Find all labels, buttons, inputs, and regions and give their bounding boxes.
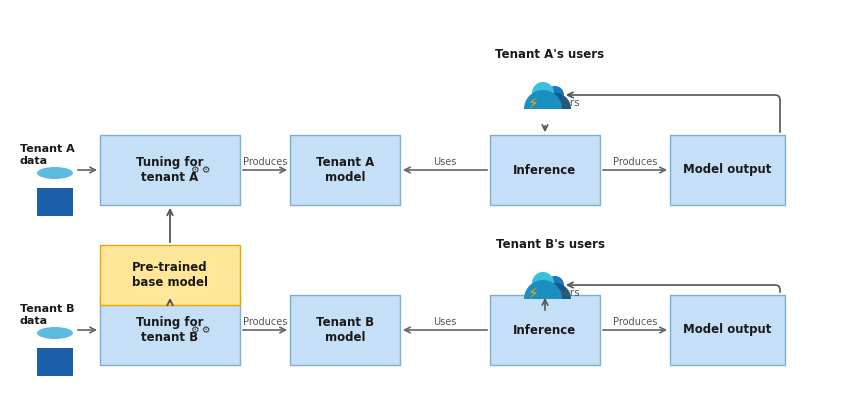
Text: Tuning for
tenant A: Tuning for tenant A bbox=[137, 156, 204, 184]
Text: ⚡: ⚡ bbox=[527, 285, 539, 301]
Text: Triggers: Triggers bbox=[539, 98, 580, 108]
Circle shape bbox=[532, 82, 554, 104]
Text: Tuning for
tenant B: Tuning for tenant B bbox=[137, 316, 204, 344]
Text: Produces: Produces bbox=[612, 317, 657, 327]
Text: ⚡: ⚡ bbox=[527, 95, 539, 110]
FancyBboxPatch shape bbox=[100, 135, 240, 205]
Ellipse shape bbox=[37, 167, 73, 179]
Ellipse shape bbox=[37, 189, 73, 201]
Text: ⚙ ⚙: ⚙ ⚙ bbox=[191, 165, 210, 175]
FancyBboxPatch shape bbox=[670, 135, 785, 205]
Bar bbox=[37, 348, 73, 376]
FancyBboxPatch shape bbox=[490, 295, 600, 365]
Text: Produces: Produces bbox=[612, 157, 657, 167]
Text: Produces: Produces bbox=[243, 157, 287, 167]
Circle shape bbox=[532, 272, 554, 294]
Text: Triggers: Triggers bbox=[539, 288, 580, 298]
Ellipse shape bbox=[37, 349, 73, 361]
Circle shape bbox=[546, 276, 564, 294]
Text: Tenant B
data: Tenant B data bbox=[20, 304, 75, 326]
FancyBboxPatch shape bbox=[290, 135, 400, 205]
Text: Model output: Model output bbox=[683, 324, 771, 337]
Text: Inference: Inference bbox=[514, 324, 576, 337]
Text: Model output: Model output bbox=[683, 164, 771, 177]
Text: Produces: Produces bbox=[243, 317, 287, 327]
Text: Inference: Inference bbox=[514, 164, 576, 177]
Text: Pre-trained
base model: Pre-trained base model bbox=[132, 261, 208, 289]
Wedge shape bbox=[539, 93, 571, 109]
Text: Tenant B
model: Tenant B model bbox=[316, 316, 374, 344]
Wedge shape bbox=[539, 283, 571, 299]
Text: Tenant B's users: Tenant B's users bbox=[496, 238, 605, 252]
Circle shape bbox=[546, 86, 564, 104]
Wedge shape bbox=[524, 90, 562, 109]
Bar bbox=[37, 188, 73, 216]
Ellipse shape bbox=[37, 327, 73, 339]
FancyBboxPatch shape bbox=[490, 135, 600, 205]
FancyArrowPatch shape bbox=[568, 92, 780, 132]
FancyBboxPatch shape bbox=[670, 295, 785, 365]
Text: Uses: Uses bbox=[433, 317, 457, 327]
Text: Tenant A
data: Tenant A data bbox=[20, 144, 75, 166]
FancyBboxPatch shape bbox=[100, 245, 240, 305]
FancyBboxPatch shape bbox=[290, 295, 400, 365]
Text: Tenant A
model: Tenant A model bbox=[316, 156, 375, 184]
Text: ⚙ ⚙: ⚙ ⚙ bbox=[191, 325, 210, 335]
Wedge shape bbox=[524, 280, 562, 299]
FancyArrowPatch shape bbox=[568, 282, 780, 292]
FancyBboxPatch shape bbox=[100, 295, 240, 365]
Text: Uses: Uses bbox=[433, 157, 457, 167]
Text: Tenant A's users: Tenant A's users bbox=[496, 49, 605, 61]
